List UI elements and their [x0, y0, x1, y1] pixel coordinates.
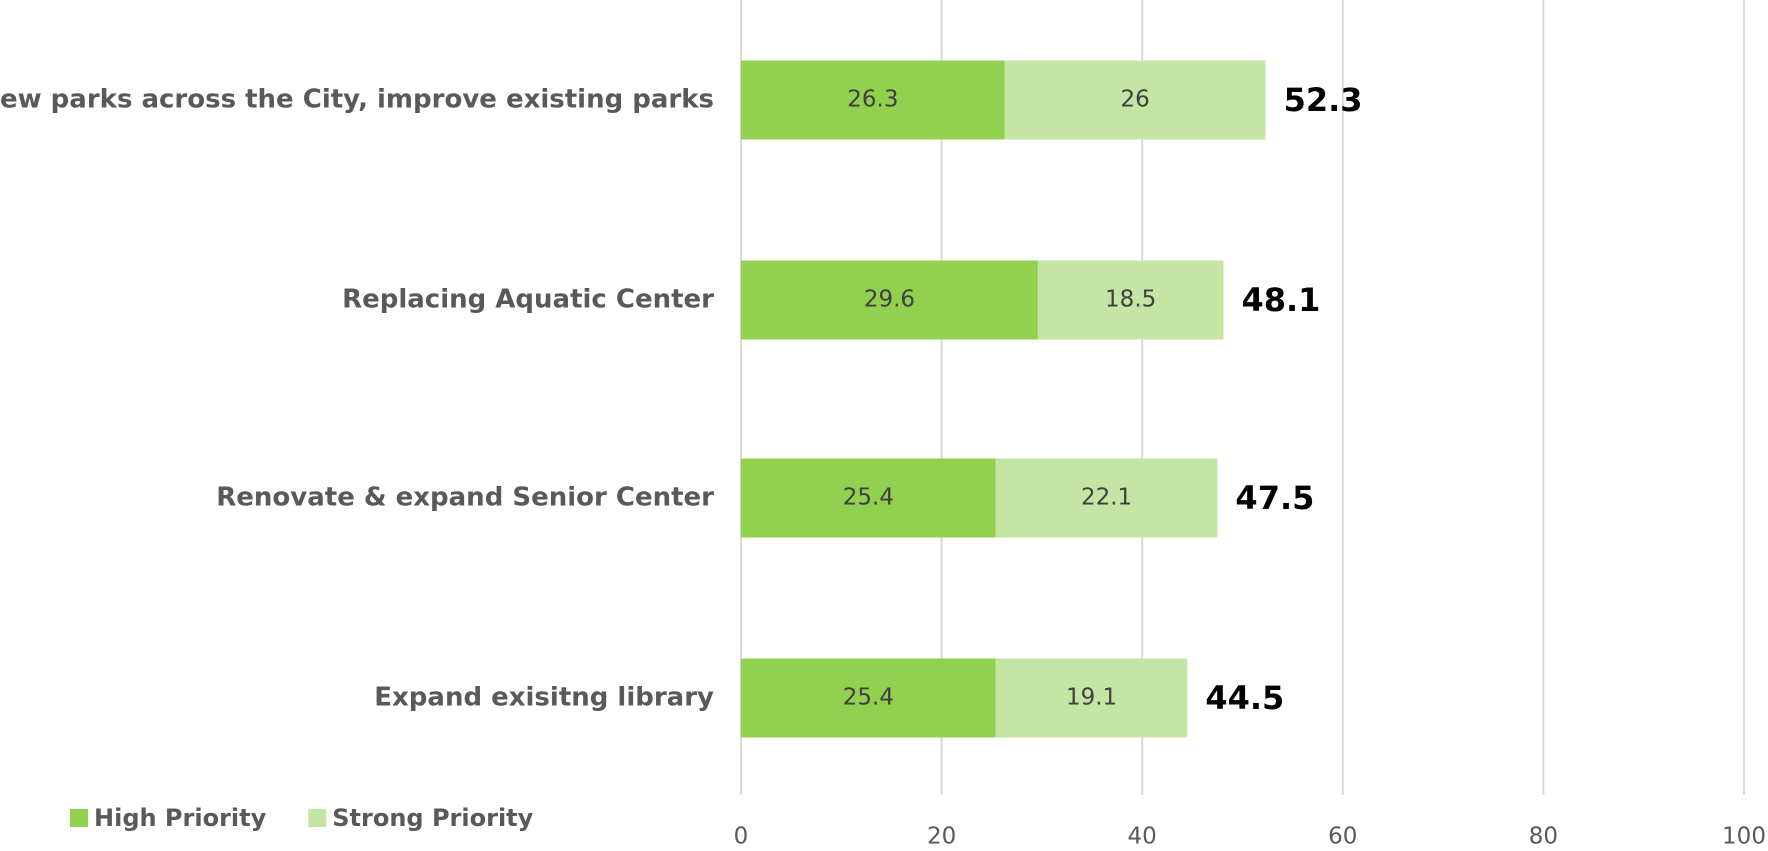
- data-label: 18.5: [1105, 287, 1156, 313]
- total-label: 47.5: [1235, 479, 1314, 517]
- bar-segment: [741, 60, 1005, 140]
- bar-segment: [741, 658, 996, 738]
- x-tick-label: 100: [1722, 824, 1766, 850]
- data-label: 22.1: [1081, 485, 1132, 511]
- legend-swatch: [308, 809, 327, 827]
- data-label: 25.4: [843, 685, 894, 711]
- category-label: Expand exisitng library: [374, 683, 714, 713]
- bar-segment: [741, 458, 996, 538]
- data-label: 29.6: [864, 287, 915, 313]
- category-label: Replacing Aquatic Center: [342, 285, 714, 315]
- data-label: 19.1: [1066, 685, 1117, 711]
- x-tick-label: 20: [927, 824, 956, 850]
- legend-label: High Priority: [94, 804, 267, 832]
- bar-segment: [1004, 60, 1266, 140]
- data-label: 25.4: [843, 485, 894, 511]
- x-tick-label: 0: [734, 824, 749, 850]
- total-label: 52.3: [1284, 81, 1363, 119]
- x-tick-label: 80: [1529, 824, 1558, 850]
- bar-segment: [741, 260, 1038, 340]
- bar-segment: [995, 658, 1188, 738]
- data-label: 26.3: [847, 87, 898, 113]
- x-tick-label: 60: [1328, 824, 1357, 850]
- total-label: 48.1: [1241, 281, 1320, 319]
- bar-segment: [1037, 260, 1224, 340]
- x-tick-label: 40: [1128, 824, 1157, 850]
- total-label: 44.5: [1205, 679, 1284, 717]
- data-label: 26: [1121, 87, 1150, 113]
- category-label: Renovate & expand Senior Center: [216, 483, 714, 513]
- legend-label: Strong Priority: [332, 804, 533, 832]
- category-label: New parks across the City, improve exist…: [0, 85, 714, 115]
- legend-swatch: [70, 809, 88, 827]
- bar-segment: [995, 458, 1218, 538]
